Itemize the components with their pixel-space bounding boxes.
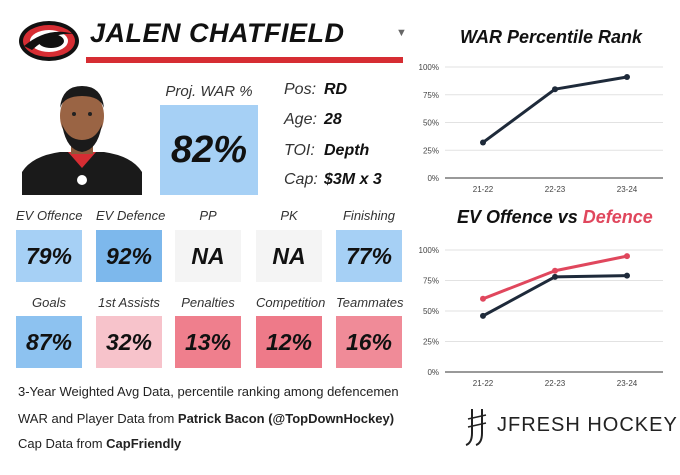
tile-first-assists: 32% [96,316,162,368]
tile-label-penalties: Penalties [181,295,235,310]
tile-penalties: 13% [175,316,241,368]
info-value: 28 [324,111,342,128]
x-tick-label: 21-22 [473,379,494,388]
data-point [624,73,630,80]
info-key: Age: [284,111,317,128]
x-tick-label: 23-24 [617,185,638,194]
series-line [482,274,628,318]
team-logo [19,21,79,61]
tile-teammates: 16% [336,316,402,368]
data-point [480,312,486,319]
tile-competition: 12% [256,316,322,368]
y-tick-label: 50% [423,119,439,128]
chart-title-part: EV Offence [457,207,553,227]
data-point [552,267,558,274]
data-point [624,272,630,279]
data-point [552,86,558,93]
tile-goals: 87% [16,316,82,368]
x-tick-label: 22-23 [545,185,566,194]
name-underline [86,57,403,63]
credit-prefix: WAR and Player Data from [18,411,178,426]
brand-logo [465,409,487,446]
y-tick-label: 25% [423,338,439,347]
proj-war-label: Proj. WAR % [165,83,253,100]
chevron-down-icon[interactable]: ▼ [396,27,407,39]
brand-name: JFRESH HOCKEY [497,414,678,436]
x-tick-label: 22-23 [545,379,566,388]
tile-label-finishing: Finishing [342,208,396,223]
x-tick-label: 21-22 [473,185,494,194]
y-tick-label: 0% [427,368,439,377]
info-value: RD [324,81,348,98]
data-point [480,295,486,302]
chart-title-war: WAR Percentile Rank [460,27,643,47]
proj-war-value: 82% [160,105,258,195]
y-tick-label: 100% [419,246,439,255]
tile-ev-offence: 79% [16,230,82,282]
info-value: $3M x 3 [324,171,382,188]
data-point [552,273,558,280]
tile-label-teammates: Teammates [336,295,404,310]
tile-label-first-assists: 1st Assists [98,295,160,310]
data-point [624,253,630,260]
tile-finishing: 77% [336,230,402,282]
player-name: JALEN CHATFIELD [90,18,345,48]
tile-label-pp: PP [199,208,217,223]
tile-label-ev-defence: EV Defence [96,208,166,223]
y-tick-label: 100% [419,63,439,72]
data-point [480,139,486,146]
credit-source: Patrick Bacon (@TopDownHockey) [177,411,395,426]
credit-prefix: Cap Data from [18,436,107,451]
tile-ev-defence: 92% [96,230,162,282]
tile-label-ev-offence: EV Offence [16,208,83,223]
credit-source: CapFriendly [106,436,182,451]
chart-title-part: Defence [582,207,653,227]
chart-title-ev: EV Offence vs Defence [457,207,653,228]
y-tick-label: 50% [423,307,439,316]
info-value: Depth [324,142,370,159]
credit-cap: Cap Data from CapFriendly [18,436,181,451]
footnote: 3-Year Weighted Avg Data, percentile ran… [18,384,399,399]
y-tick-label: 0% [427,174,439,183]
y-tick-label: 25% [423,146,439,155]
war-percentile-chart: 100% 75% 50% 25% 0% 21-22 22-23 23-24 [419,63,663,194]
tile-label-pk: PK [280,208,298,223]
credit-war: WAR and Player Data from Patrick Bacon (… [18,411,394,426]
info-key: Cap: [284,171,318,188]
y-tick-label: 75% [423,277,439,286]
info-key: TOI: [284,142,315,159]
y-tick-label: 75% [423,91,439,100]
player-photo [22,80,142,195]
tile-pk: NA [256,230,322,282]
chart-title-part: vs [552,207,583,227]
x-tick-label: 23-24 [617,379,638,388]
tile-label-goals: Goals [32,295,66,310]
tile-label-competition: Competition [256,295,326,310]
info-key: Pos: [284,81,317,98]
tile-pp: NA [175,230,241,282]
ev-offence-defence-chart: 100% 75% 50% 25% 0% 21-22 22-23 23-24 [419,246,663,388]
